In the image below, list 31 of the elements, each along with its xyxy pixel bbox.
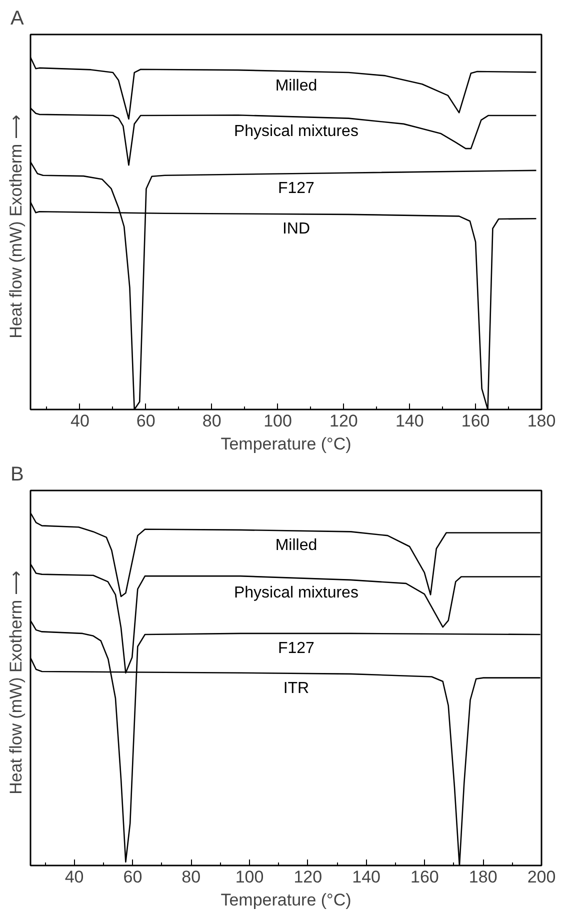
x-tick-label: 60 <box>123 868 142 886</box>
x-tick-label: 100 <box>264 412 292 430</box>
x-tick-label: 140 <box>395 412 424 430</box>
x-tick-label: 60 <box>136 412 156 430</box>
series-label: F127 <box>278 640 315 657</box>
x-axis-title: Temperature (°C) <box>220 890 352 910</box>
x-tick-label: 80 <box>182 868 201 886</box>
x-tick-label: 180 <box>468 868 498 886</box>
series-label: Milled <box>275 537 318 554</box>
series-label: F127 <box>278 180 315 197</box>
chart-title: A <box>10 8 24 30</box>
x-tick-label: 140 <box>352 868 380 886</box>
x-tick-label: 120 <box>330 412 358 430</box>
x-tick-label: 100 <box>235 868 264 886</box>
x-tick-label: 200 <box>527 868 556 886</box>
series-label: ITR <box>283 680 310 697</box>
x-tick-label: 40 <box>64 868 84 886</box>
chart-title: B <box>10 464 24 486</box>
series-label: IND <box>282 220 310 238</box>
series-label: Physical mixtures <box>234 123 358 140</box>
x-tick-label: 40 <box>70 412 90 430</box>
x-tick-label: 120 <box>294 868 322 886</box>
series-label: Physical mixtures <box>234 584 358 602</box>
y-axis-title: Heat flow (mW) Exotherm ⟶ <box>6 571 26 794</box>
x-tick-label: 80 <box>202 412 222 430</box>
x-tick-label: 160 <box>410 868 439 886</box>
x-axis-title: Temperature (°C) <box>220 434 352 454</box>
x-tick-label: 160 <box>461 412 490 430</box>
y-axis-title: Heat flow (mW) Exotherm ⟶ <box>6 115 26 338</box>
x-tick-label: 180 <box>527 412 556 430</box>
series-label: Milled <box>275 78 318 95</box>
